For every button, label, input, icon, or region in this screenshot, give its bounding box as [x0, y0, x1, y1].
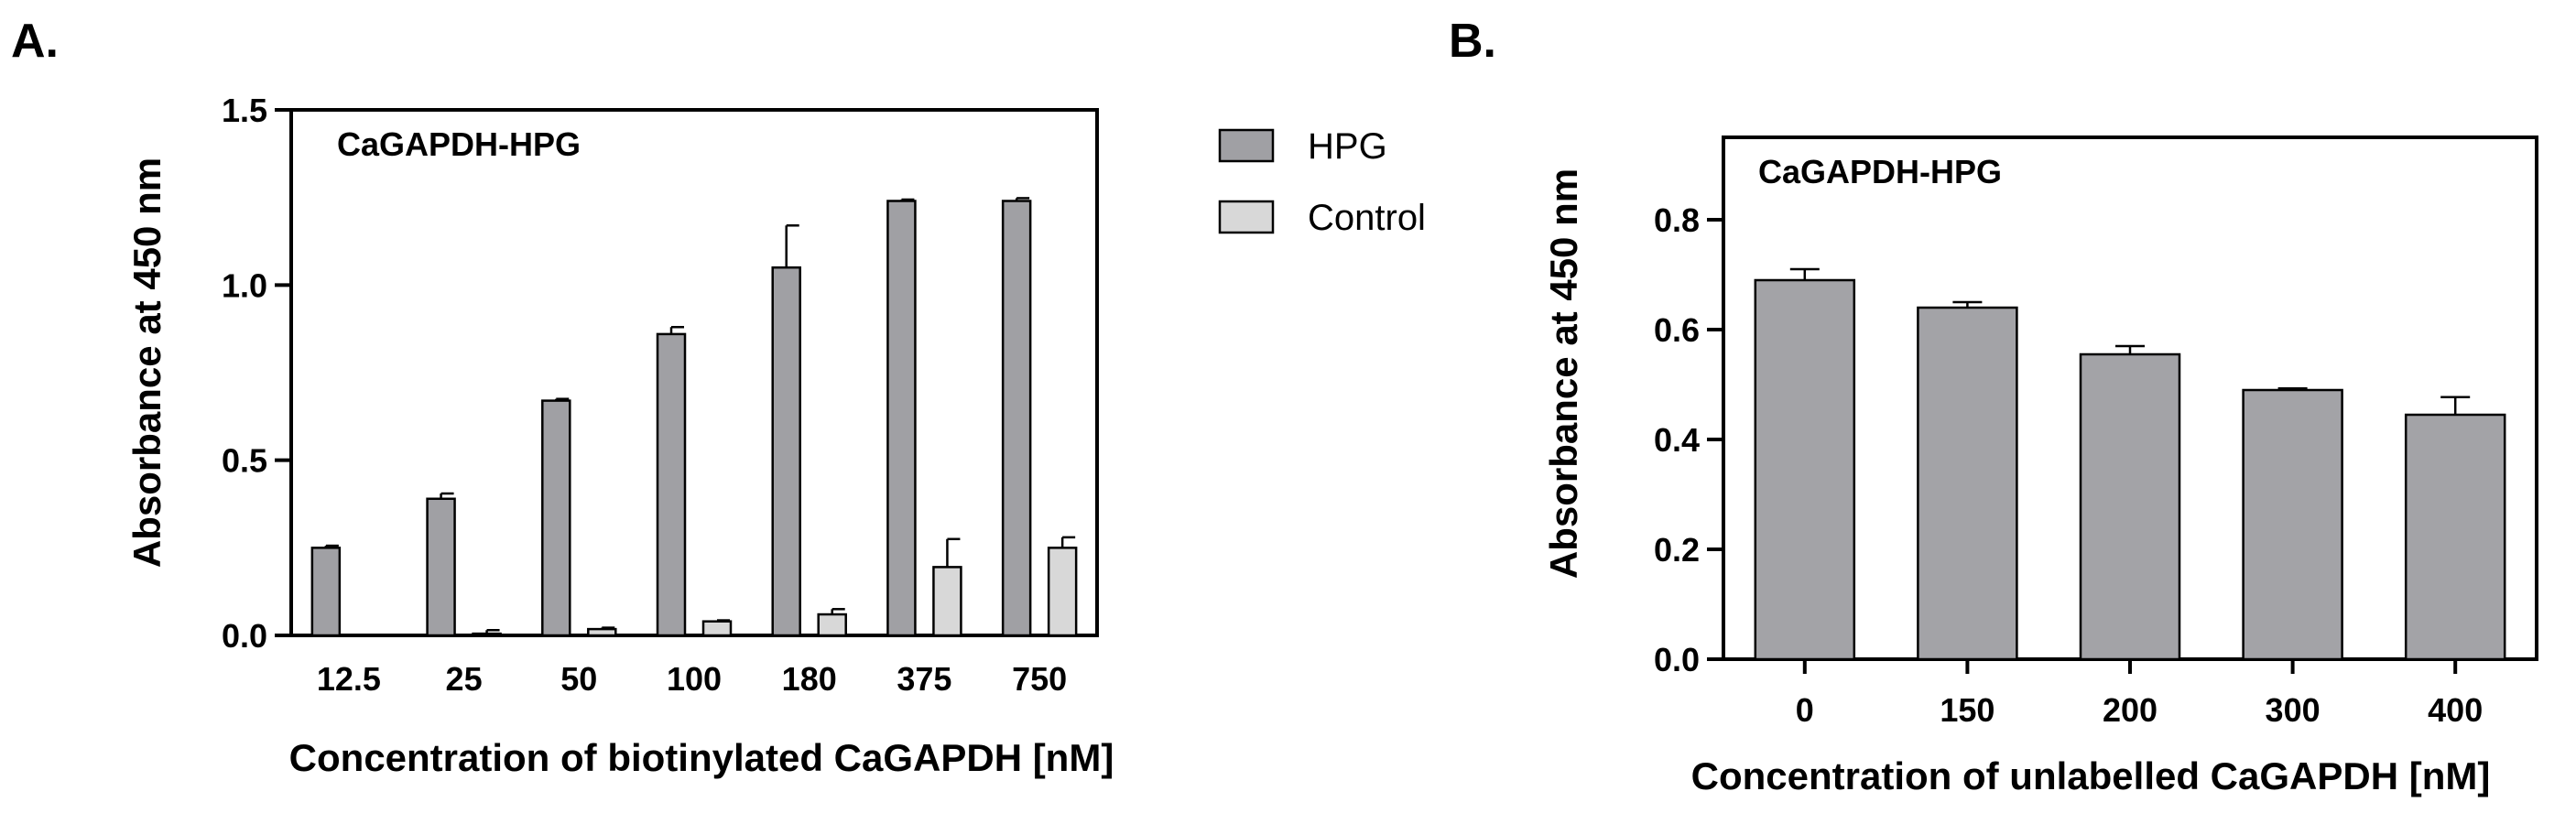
panel-b-x-tick-label: 0: [1796, 691, 1814, 729]
panel-b-x-tick-label: 150: [1940, 691, 1994, 729]
bar-control: [701, 620, 733, 637]
panel-b-chart-label: CaGAPDH-HPG: [1758, 153, 2002, 190]
bar-control: [932, 566, 962, 637]
bar: [2404, 413, 2506, 661]
bar: [2242, 388, 2343, 661]
panel-b-y-axis-title: Absorbance at 450 nm: [1542, 168, 1585, 579]
panel-a-y-tick-label: 0.0: [222, 617, 267, 655]
panel-a-x-tick-label: 25: [446, 660, 483, 698]
panel-a-legend: HPG Control: [1218, 126, 1426, 238]
panel-a-x-tick-label: 50: [560, 660, 597, 698]
panel-a-x-tick-label: 750: [1012, 660, 1067, 698]
panel-b-y-tick-label: 0.8: [1654, 201, 1700, 239]
panel-a-y-axis-title: Absorbance at 450 nm: [125, 157, 168, 568]
bar-control: [1047, 547, 1078, 637]
panel-a-chart-label: CaGAPDH-HPG: [337, 125, 581, 163]
panel-a-letter: A.: [11, 15, 59, 68]
panel-b-y-tick-label: 0.0: [1654, 641, 1700, 678]
panel-b-y-tick-label: 0.6: [1654, 311, 1700, 349]
panel-a-x-tick-label: 12.5: [317, 660, 381, 698]
bar: [1754, 278, 1856, 661]
bar-hpg: [886, 200, 917, 637]
panel-b-y-tick-label: 0.2: [1654, 531, 1700, 569]
panel-a-y-tick-label: 1.5: [222, 92, 267, 129]
bar-hpg: [656, 332, 687, 637]
legend-swatch-hpg: [1218, 128, 1275, 163]
bar-control: [817, 613, 847, 637]
panel-a-y-tick-label: 0.5: [222, 442, 267, 480]
panel-a-x-tick-label: 180: [782, 660, 837, 698]
panel-b: B. Absorbance at 450 nm Concentration of…: [1449, 15, 2538, 797]
bar-hpg: [1001, 200, 1032, 637]
bar-hpg: [771, 266, 801, 637]
panel-b-x-axis-title: Concentration of unlabelled CaGAPDH [nM]: [1691, 754, 2491, 797]
bar: [2079, 352, 2181, 661]
bar-control: [587, 627, 617, 637]
panel-b-x-tick-label: 400: [2428, 691, 2483, 729]
panel-a: A. Absorbance at 450 nm Concentration of…: [11, 15, 1426, 779]
legend-label-hpg: HPG: [1308, 126, 1387, 167]
panel-b-marks: 0.0 0.2 0.4 0.6 0.8 0 150 200 300 400: [1654, 201, 2506, 729]
bar: [1917, 306, 2018, 661]
panel-a-marks: 0.0 0.5 1.0 1.5 12.5 25 50 100 180 375 750: [222, 92, 1078, 698]
panel-a-x-axis-title: Concentration of biotinylated CaGAPDH [n…: [289, 736, 1114, 779]
panel-b-x-tick-label: 200: [2103, 691, 2158, 729]
bar-hpg: [310, 547, 342, 637]
legend-swatch-control: [1218, 200, 1275, 234]
panel-a-y-tick-label: 1.0: [222, 266, 267, 304]
legend-label-control: Control: [1308, 198, 1426, 238]
panel-b-x-tick-label: 300: [2266, 691, 2321, 729]
panel-a-plot-frame: [289, 108, 1099, 637]
panel-b-letter: B.: [1449, 15, 1496, 68]
bar-control: [472, 632, 502, 637]
panel-b-y-tick-label: 0.4: [1654, 421, 1700, 459]
panel-a-x-tick-label: 100: [667, 660, 722, 698]
bar-hpg: [541, 399, 571, 637]
bar-hpg: [426, 497, 456, 637]
panel-a-x-tick-label: 375: [897, 660, 951, 698]
